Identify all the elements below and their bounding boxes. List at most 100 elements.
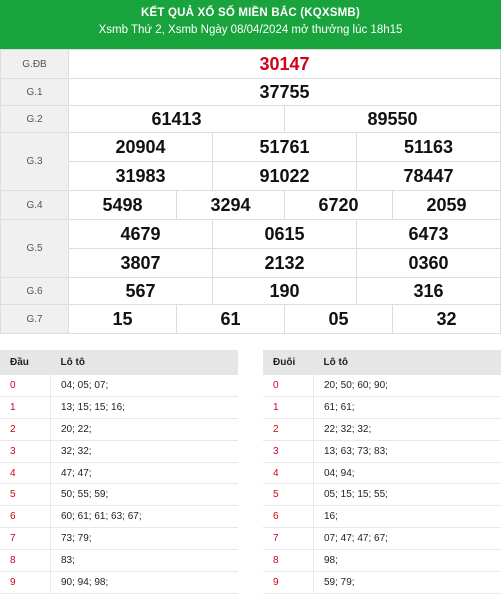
loto-tail-key: 2 [263, 418, 314, 440]
loto-head-key-header: Đầu [0, 350, 51, 375]
loto-head-key: 0 [0, 375, 51, 396]
loto-head-values: 32; 32; [51, 440, 239, 462]
loto-tail-key: 8 [263, 550, 314, 572]
prize-label: G.4 [1, 191, 69, 220]
loto-tail-key: 6 [263, 506, 314, 528]
prize-number: 3807 [69, 249, 212, 277]
prize-label: G.5 [1, 220, 69, 278]
prize-number: 15 [69, 305, 176, 333]
loto-tail-values: 59; 79; [314, 572, 501, 594]
loto-tail-values: 16; [314, 506, 501, 528]
loto-head-key: 9 [0, 572, 51, 594]
loto-tail-values: 05; 15; 15; 55; [314, 484, 501, 506]
loto-head-key: 5 [0, 484, 51, 506]
prize-number: 190 [212, 278, 356, 304]
prize-label: G.ĐB [1, 50, 69, 79]
loto-tail-key-header: Đuôi [263, 350, 314, 375]
prize-label: G.6 [1, 278, 69, 305]
page-title: KẾT QUẢ XỔ SỐ MIỀN BẮC (KQXSMB) [0, 7, 501, 19]
prize-label: G.1 [1, 79, 69, 106]
loto-tail-key: 3 [263, 440, 314, 462]
prize-number: 91022 [212, 162, 356, 190]
loto-tail-values: 07; 47; 47; 67; [314, 528, 501, 550]
loto-head-key: 3 [0, 440, 51, 462]
loto-head-values: 83; [51, 550, 239, 572]
loto-tail-key: 5 [263, 484, 314, 506]
prize-number: 6720 [284, 191, 392, 219]
loto-head-values: 50; 55; 59; [51, 484, 239, 506]
prize-number: 89550 [284, 106, 500, 132]
special-prize-number: 30147 [69, 50, 500, 78]
prize-number: 2132 [212, 249, 356, 277]
prize-number: 316 [356, 278, 500, 304]
loto-head-values: 90; 94; 98; [51, 572, 239, 594]
prize-label: G.7 [1, 305, 69, 334]
prize-number: 4679 [69, 220, 212, 248]
prize-label: G.2 [1, 106, 69, 133]
prize-number: 31983 [69, 162, 212, 190]
loto-head-key: 8 [0, 550, 51, 572]
loto-tail-key: 7 [263, 528, 314, 550]
prize-number: 567 [69, 278, 212, 304]
loto-tail-values: 20; 50; 60; 90; [314, 375, 501, 396]
loto-head-key: 1 [0, 396, 51, 418]
loto-head-values: 47; 47; [51, 462, 239, 484]
loto-head-values: 73; 79; [51, 528, 239, 550]
loto-tail-values: 61; 61; [314, 396, 501, 418]
loto-head-key: 7 [0, 528, 51, 550]
prize-number: 05 [284, 305, 392, 333]
prize-number: 78447 [356, 162, 500, 190]
prize-number: 61413 [69, 106, 284, 132]
loto-tail-key: 4 [263, 462, 314, 484]
results-header: KẾT QUẢ XỔ SỐ MIỀN BẮC (KQXSMB) Xsmb Thứ… [0, 0, 501, 49]
loto-tail-key: 0 [263, 375, 314, 396]
prize-number: 6473 [356, 220, 500, 248]
prize-number: 2059 [392, 191, 500, 219]
loto-tail-values-header: Lô tô [314, 350, 501, 375]
loto-tail-values: 98; [314, 550, 501, 572]
prize-numbers: 30147 [69, 50, 501, 79]
loto-tail-values: 22; 32; 32; [314, 418, 501, 440]
prize-number: 51163 [356, 133, 500, 161]
prize-number: 3294 [176, 191, 284, 219]
loto-head-values-header: Lô tô [51, 350, 239, 375]
prize-number: 5498 [69, 191, 176, 219]
loto-head-values: 20; 22; [51, 418, 239, 440]
loto-tail-key: 1 [263, 396, 314, 418]
prize-numbers: 37755 [69, 79, 501, 106]
loto-head-values: 60; 61; 61; 63; 67; [51, 506, 239, 528]
prize-number: 20904 [69, 133, 212, 161]
prize-label: G.3 [1, 133, 69, 191]
prize-number: 37755 [69, 79, 500, 105]
